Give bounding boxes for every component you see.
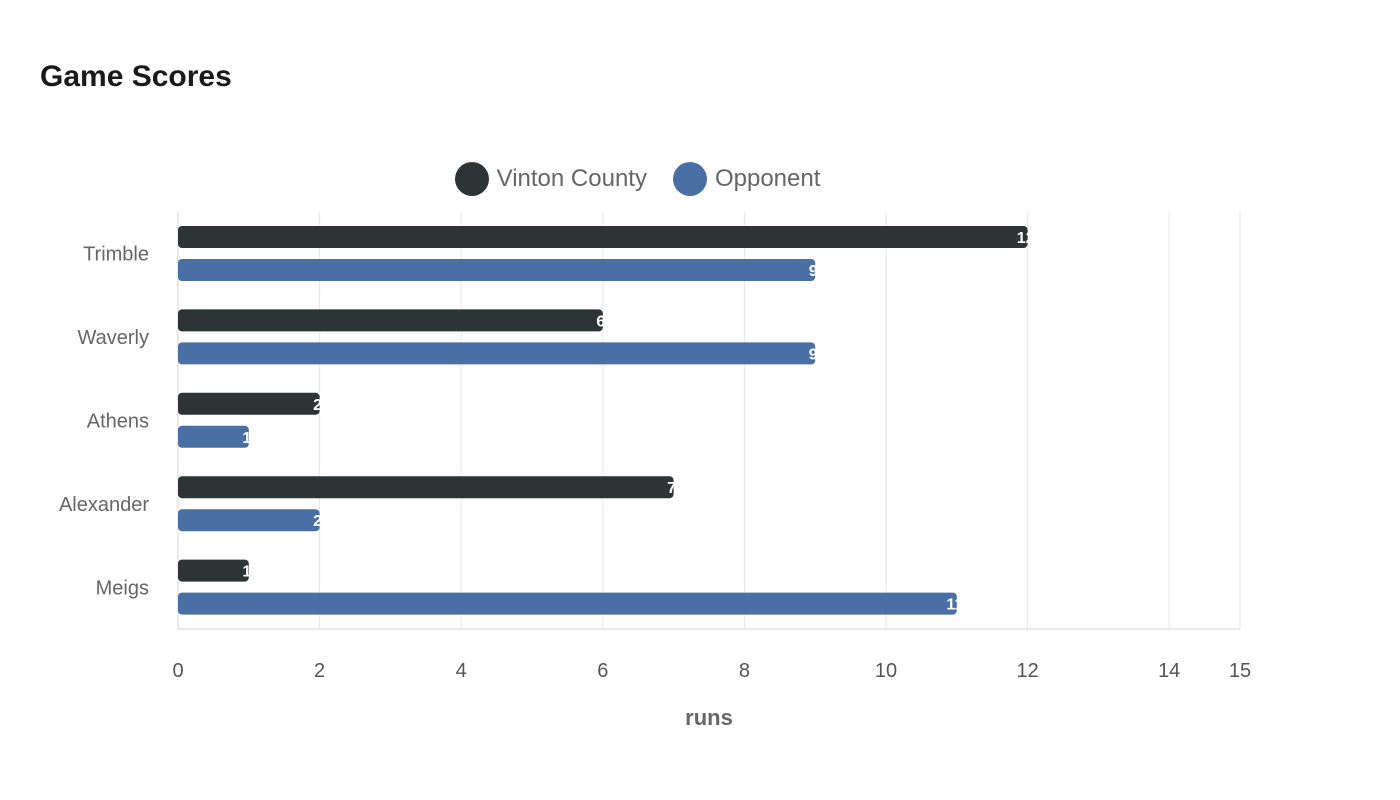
y-category-label-1: Waverly xyxy=(78,327,149,349)
data-label-opponent-4: 11 xyxy=(946,597,963,614)
y-category-label-0: Trimble xyxy=(83,244,149,266)
bar-opponent-3 xyxy=(178,509,320,532)
x-tick-label-5: 10 xyxy=(875,660,897,682)
data-label-opponent-0: 9 xyxy=(809,263,818,280)
x-tick-label-2: 4 xyxy=(456,660,467,682)
legend-swatch-vinton-county xyxy=(454,162,489,196)
x-tick-label-0: 0 xyxy=(172,660,183,682)
bar-opponent-1 xyxy=(178,342,816,365)
bar-vinton-county-1 xyxy=(178,309,603,332)
legend-label-opponent: Opponent xyxy=(714,165,821,192)
data-label-vinton-county-1: 6 xyxy=(596,313,605,330)
data-label-vinton-county-2: 2 xyxy=(313,397,322,414)
legend-swatch-opponent xyxy=(672,162,707,196)
legend: Vinton County Opponent xyxy=(0,162,1275,196)
y-category-label-4: Meigs xyxy=(96,577,149,599)
data-label-vinton-county-0: 12 xyxy=(1017,230,1035,247)
x-tick-label-3: 6 xyxy=(597,660,608,682)
bar-opponent-0 xyxy=(178,259,816,281)
x-axis-title: runs xyxy=(685,705,733,730)
data-label-opponent-1: 9 xyxy=(809,346,818,363)
data-label-opponent-3: 2 xyxy=(313,513,322,530)
chart-title: Game Scores xyxy=(40,60,232,93)
bar-vinton-county-3 xyxy=(178,476,674,499)
data-label-opponent-2: 1 xyxy=(242,430,251,447)
bar-vinton-county-4 xyxy=(178,559,249,582)
bar-opponent-4 xyxy=(178,592,957,615)
legend-item-vinton-county[interactable]: Vinton County xyxy=(454,162,647,196)
y-category-label-2: Athens xyxy=(87,411,149,433)
y-category-label-3: Alexander xyxy=(59,494,149,516)
bar-vinton-county-2 xyxy=(178,392,320,415)
bar-opponent-2 xyxy=(178,425,249,448)
data-label-vinton-county-3: 7 xyxy=(667,480,676,497)
legend-label-vinton-county: Vinton County xyxy=(496,165,647,192)
legend-item-opponent[interactable]: Opponent xyxy=(672,162,821,196)
x-tick-label-6: 12 xyxy=(1016,660,1038,682)
bar-vinton-county-0 xyxy=(178,226,1028,248)
x-tick-label-4: 8 xyxy=(739,660,750,682)
x-tick-label-8: 15 xyxy=(1229,660,1251,682)
x-tick-label-1: 2 xyxy=(314,660,325,682)
data-label-vinton-county-4: 1 xyxy=(242,564,251,581)
x-tick-label-7: 14 xyxy=(1158,660,1180,682)
